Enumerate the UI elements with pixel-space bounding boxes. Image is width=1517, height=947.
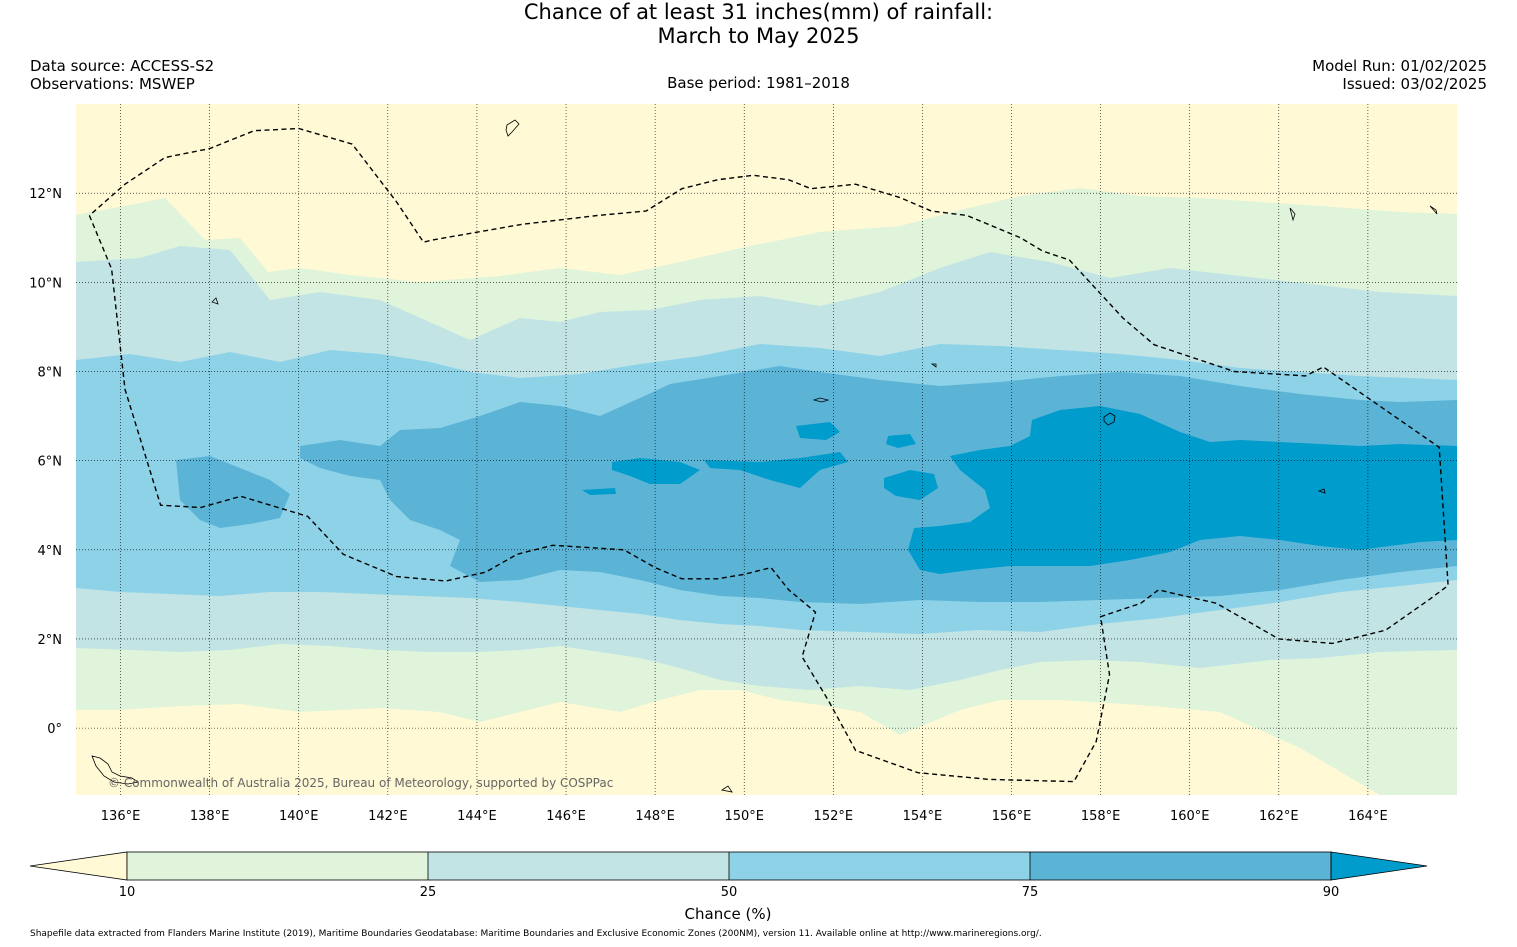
longitude-tick-label: 156°E — [992, 809, 1032, 824]
data-source-text: Data source: ACCESS-S2 — [30, 57, 215, 75]
guam-outline — [505, 119, 520, 137]
latitude-tick-label: 4°N — [38, 544, 63, 559]
colorbar-segment-50-75 — [729, 852, 1030, 880]
graticule — [76, 104, 1457, 795]
atoll-c-outline — [1289, 207, 1296, 222]
model-run-text: Model Run: 01/02/2025 — [1312, 57, 1487, 75]
yap-outline — [211, 297, 219, 305]
longitude-tick-label: 146°E — [546, 809, 586, 824]
longitude-tick-label: 140°E — [279, 809, 319, 824]
eez-boundary-line — [88, 127, 1449, 783]
longitude-tick-labels: 136°E 138°E 140°E 142°E 144°E 146°E 148°E 150°E… — [101, 809, 1388, 824]
meta-left-block: Data source: ACCESS-S2 Observations: MSW… — [30, 57, 214, 93]
colorbar-segment-below-10 — [29, 851, 128, 881]
island-outlines — [91, 119, 1438, 793]
longitude-tick-label: 152°E — [814, 809, 854, 824]
longitude-tick-label: 136°E — [101, 809, 141, 824]
meta-right-block: Model Run: 01/02/2025 Issued: 03/02/2025 — [1312, 57, 1487, 93]
latitude-tick-label: 8°N — [38, 365, 63, 380]
colorbar-tick-label: 25 — [420, 885, 437, 900]
map-title: Chance of at least 31 inches(mm) of rain… — [0, 0, 1517, 48]
colorbar-segment-75-90 — [1030, 852, 1331, 880]
kosrae-outline — [1317, 488, 1326, 494]
map-title-line2: March to May 2025 — [657, 24, 860, 48]
latitude-tick-label: 6°N — [38, 455, 63, 470]
atoll-b-outline — [930, 363, 937, 368]
observations-text: Observations: MSWEP — [30, 75, 195, 93]
longitude-tick-label: 160°E — [1170, 809, 1210, 824]
latitude-tick-labels: 12°N 10°N 8°N 6°N 4°N 2°N 0° — [29, 187, 62, 737]
longitude-tick-label: 158°E — [1081, 809, 1121, 824]
latitude-tick-label: 10°N — [29, 276, 62, 291]
png-coast-outline — [91, 755, 140, 785]
colorbar-tick-labels: 10 25 50 75 90 — [119, 885, 1340, 900]
colorbar-tick-label: 50 — [721, 885, 738, 900]
manus-outline — [720, 785, 733, 793]
longitude-tick-label: 138°E — [190, 809, 230, 824]
latitude-tick-label: 12°N — [29, 187, 62, 202]
copyright-watermark: © Commonwealth of Australia 2025, Bureau… — [108, 776, 613, 790]
longitude-tick-label: 150°E — [724, 809, 764, 824]
longitude-tick-label: 144°E — [457, 809, 497, 824]
longitude-tick-label: 142°E — [368, 809, 408, 824]
issued-text: Issued: 03/02/2025 — [1342, 75, 1487, 93]
map-title-line1: Chance of at least 31 inches(mm) of rain… — [523, 0, 994, 24]
latitude-tick-label: 2°N — [38, 633, 63, 648]
colorbar-segment-10-25 — [127, 852, 428, 880]
longitude-tick-label: 162°E — [1259, 809, 1299, 824]
colorbar-tick-label: 10 — [119, 885, 136, 900]
chuuk-outline — [1103, 412, 1116, 426]
base-period-text: Base period: 1981–2018 — [667, 74, 850, 92]
atoll-d-outline — [1429, 205, 1438, 215]
colorbar-label: Chance (%) — [685, 905, 772, 923]
longitude-tick-label: 164°E — [1348, 809, 1388, 824]
latitude-tick-label: 0° — [47, 722, 62, 737]
longitude-tick-label: 154°E — [903, 809, 943, 824]
band-above-90 — [582, 406, 1457, 574]
atoll-a-outline — [812, 397, 830, 403]
colorbar-tick-label: 75 — [1022, 885, 1039, 900]
rain-chance-field — [76, 104, 1457, 795]
colorbar-segment-25-50 — [428, 852, 729, 880]
colorbar-segment-above-90 — [1330, 851, 1428, 881]
shapefile-credit: Shapefile data extracted from Flanders M… — [30, 929, 1042, 939]
colorbar-tick-label: 90 — [1323, 885, 1340, 900]
colorbar: 10 25 50 75 90 Chance (%) — [29, 851, 1428, 923]
longitude-tick-label: 148°E — [635, 809, 675, 824]
